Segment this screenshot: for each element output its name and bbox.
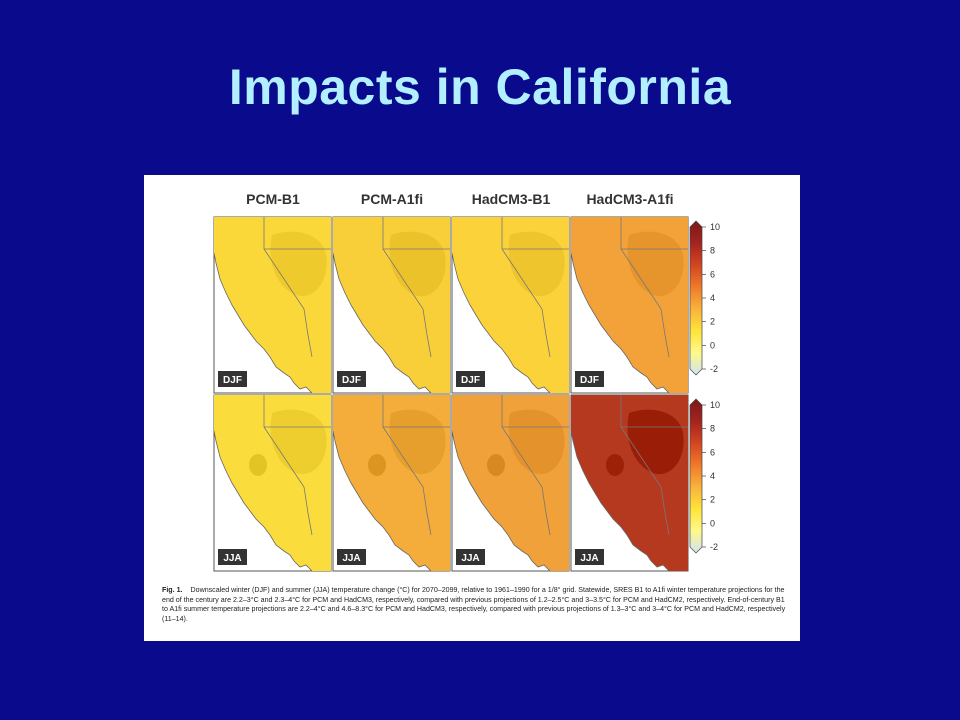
- season-label-jja: JJA: [342, 553, 360, 564]
- caption-text: Downscaled winter (DJF) and summer (JJA)…: [162, 586, 786, 623]
- column-header-pcm-a1fi: PCM-A1fi: [361, 191, 423, 207]
- map-panel-hadcm3-a1fi-djf: DJF: [570, 216, 689, 394]
- colorbar-tick-label: 0: [710, 518, 715, 528]
- map-panel-pcm-b1-djf: DJF: [213, 216, 332, 394]
- caption-label: Fig. 1.: [162, 586, 183, 594]
- map-panel-hadcm3-b1-jja: JJA: [451, 394, 570, 572]
- colorbar-tick-label: 10: [710, 400, 720, 410]
- season-label-jja: JJA: [223, 553, 241, 564]
- colorbar-tick-label: 4: [710, 471, 715, 481]
- map-panel-pcm-a1fi-djf: DJF: [332, 216, 451, 394]
- colorbar-tick-label: 10: [710, 222, 720, 232]
- column-header-hadcm3-b1: HadCM3-B1: [472, 191, 551, 207]
- colorbar-tick-label: 4: [710, 293, 715, 303]
- map-panel-pcm-b1-jja: JJA: [213, 394, 332, 572]
- season-label-djf: DJF: [461, 375, 480, 386]
- colorbar-tick-label: 2: [710, 317, 715, 327]
- colorbar-tick-label: 2: [710, 495, 715, 505]
- figure-caption: Fig. 1. Downscaled winter (DJF) and summe…: [162, 586, 788, 624]
- colorbar-tick-label: 8: [710, 246, 715, 256]
- season-label-djf: DJF: [580, 375, 599, 386]
- colorbar-tick-label: 8: [710, 424, 715, 434]
- map-panel-pcm-a1fi-jja: JJA: [332, 394, 451, 572]
- season-label-djf: DJF: [342, 375, 361, 386]
- colorbar-jja: 10 8 6 4 2 0 -2: [689, 398, 720, 554]
- colorbar-tick-label: -2: [710, 364, 718, 374]
- colorbar-djf: 10 8 6 4 2 0 -2: [689, 220, 720, 376]
- column-header-pcm-b1: PCM-B1: [246, 191, 300, 207]
- colorbar-tick-label: 0: [710, 340, 715, 350]
- season-label-jja: JJA: [580, 553, 598, 564]
- temperature-change-figure: PCM-B1 PCM-A1fi HadCM3-B1 HadCM3-A1fi DJ…: [144, 175, 800, 641]
- map-panel-hadcm3-a1fi-jja: JJA: [570, 394, 689, 572]
- colorbar-tick-label: -2: [710, 542, 718, 552]
- slide-title: Impacts in California: [228, 59, 732, 115]
- map-panels-graphic: PCM-B1 PCM-A1fi HadCM3-B1 HadCM3-A1fi DJ…: [213, 191, 720, 572]
- map-panel-hadcm3-b1-djf: DJF: [451, 216, 570, 394]
- season-label-jja: JJA: [461, 553, 479, 564]
- colorbar-tick-label: 6: [710, 447, 715, 457]
- season-label-djf: DJF: [223, 375, 242, 386]
- colorbar-tick-label: 6: [710, 269, 715, 279]
- column-header-hadcm3-a1fi: HadCM3-A1fi: [586, 191, 673, 207]
